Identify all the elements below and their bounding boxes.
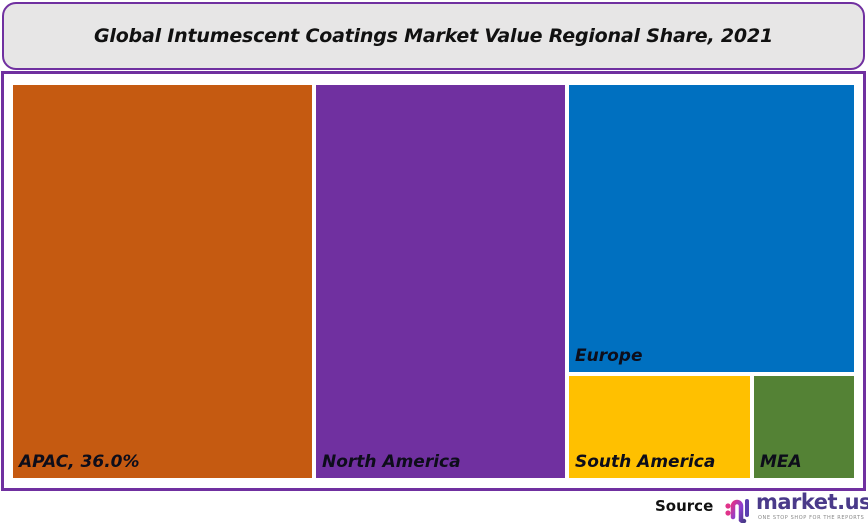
chart-frame: APAC, 36.0% North America Europe South A…: [1, 71, 866, 491]
tile-mea: MEA: [754, 376, 854, 478]
tile-north-america: North America: [316, 85, 565, 478]
tile-europe: Europe: [569, 85, 854, 372]
market-us-logo-icon: [725, 499, 749, 523]
source-label: Source: [655, 497, 714, 515]
chart-title: Global Intumescent Coatings Market Value…: [94, 25, 773, 47]
tile-label-south-america: South America: [575, 452, 716, 472]
tile-label-apac: APAC, 36.0%: [19, 452, 140, 472]
tile-south-america: South America: [569, 376, 750, 478]
logo-text: market.us: [756, 490, 868, 514]
tile-label-mea: MEA: [760, 452, 802, 472]
tile-label-europe: Europe: [575, 346, 643, 366]
logo-tagline: ONE STOP SHOP FOR THE REPORTS: [758, 515, 865, 521]
market-us-logo: market.us ONE STOP SHOP FOR THE REPORTS: [724, 490, 868, 523]
tile-label-north-america: North America: [322, 452, 461, 472]
tile-apac: APAC, 36.0%: [13, 85, 312, 478]
treemap: APAC, 36.0% North America Europe South A…: [13, 85, 854, 478]
chart-title-box: Global Intumescent Coatings Market Value…: [2, 2, 865, 70]
